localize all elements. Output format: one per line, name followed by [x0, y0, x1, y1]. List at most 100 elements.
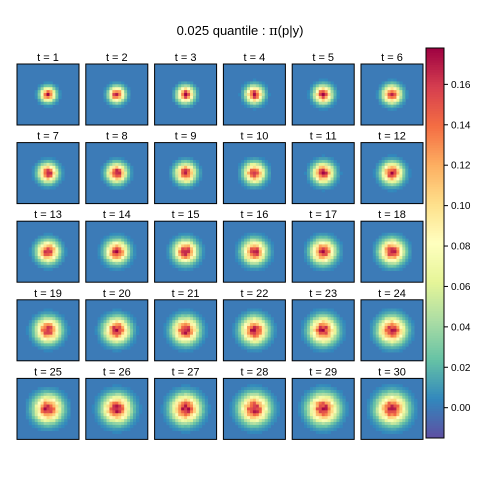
- heatmap-cell: [324, 238, 328, 242]
- heatmap-cell: [387, 427, 391, 432]
- heatmap-cell: [321, 101, 326, 106]
- heatmap-cell: [244, 325, 248, 330]
- heatmap-cell: [55, 264, 59, 269]
- heatmap-cell: [94, 416, 98, 420]
- heatmap-cell: [184, 162, 188, 167]
- heatmap-cell: [396, 238, 400, 242]
- heatmap-cell: [411, 410, 415, 414]
- heatmap-cell: [247, 90, 251, 94]
- heatmap-cell: [384, 168, 388, 172]
- heatmap-cell: [109, 395, 113, 400]
- panel-frame: [222, 142, 286, 205]
- heatmap-cell: [181, 81, 185, 85]
- heatmap-cell: [130, 325, 134, 330]
- heatmap-cell: [333, 410, 337, 414]
- heatmap-cell: [241, 238, 245, 242]
- heatmap-cell: [399, 258, 403, 263]
- colorbar-segment: [426, 264, 444, 268]
- heatmap-cell: [112, 416, 116, 420]
- heatmap-cell: [327, 162, 331, 167]
- heatmap-cell: [324, 331, 328, 335]
- heatmap-cell: [390, 183, 394, 187]
- heatmap-cell: [58, 323, 62, 327]
- heatmap-cell: [252, 334, 257, 338]
- heatmap-cell: [49, 320, 53, 324]
- heatmap-cell: [115, 398, 119, 402]
- heatmap-cell: [124, 183, 128, 187]
- heatmap-cell: [115, 387, 119, 391]
- heatmap-cell: [381, 168, 385, 172]
- heatmap-cell: [49, 392, 53, 397]
- heatmap-cell: [399, 177, 403, 181]
- heatmap-cell: [330, 264, 334, 269]
- heatmap-cell: [97, 317, 101, 321]
- heatmap-cell: [109, 90, 113, 94]
- heatmap-cell: [106, 340, 110, 344]
- heatmap-cell: [264, 314, 269, 318]
- heatmap-cell: [190, 95, 194, 100]
- heatmap-cell: [94, 325, 98, 330]
- heatmap-cell: [387, 410, 391, 414]
- panel-frame: [222, 377, 286, 440]
- heatmap-cell: [381, 390, 385, 394]
- heatmap-cell: [315, 104, 320, 108]
- heatmap-cell: [309, 250, 314, 254]
- heatmap-cell: [393, 325, 397, 330]
- heatmap-cell: [330, 180, 334, 184]
- heatmap-cell: [405, 337, 409, 341]
- heatmap-cell: [184, 395, 188, 400]
- heatmap-cell: [258, 320, 263, 324]
- heatmap-cell: [235, 323, 239, 327]
- heatmap-cell: [318, 346, 323, 350]
- heatmap-cell: [309, 424, 314, 429]
- heatmap-cell: [94, 413, 98, 417]
- heatmap-cell: [333, 334, 337, 338]
- heatmap-cell: [58, 258, 62, 263]
- heatmap-cell: [184, 171, 188, 175]
- heatmap-cell: [49, 81, 53, 85]
- heatmap-cell: [175, 419, 179, 423]
- heatmap-cell: [252, 95, 257, 100]
- heatmap-cell: [396, 256, 400, 260]
- heatmap-cell: [252, 317, 257, 321]
- heatmap-cell: [264, 241, 269, 245]
- heatmap-cell: [190, 419, 194, 423]
- panel-frame: [85, 220, 149, 283]
- heatmap-cell: [402, 165, 406, 170]
- colorbar-segment: [426, 245, 444, 249]
- heatmap-cell: [121, 250, 125, 254]
- heatmap-cell: [109, 404, 113, 408]
- heatmap-cell: [324, 311, 328, 315]
- heatmap-cell: [312, 180, 317, 184]
- heatmap-cell: [315, 349, 320, 353]
- heatmap-cell: [267, 395, 271, 400]
- panel-frame: [16, 299, 80, 362]
- heatmap-cell: [366, 407, 371, 411]
- heatmap-cell: [49, 171, 53, 175]
- heatmap-cell: [61, 343, 65, 347]
- heatmap-cell: [342, 331, 346, 335]
- heatmap-cell: [411, 325, 415, 330]
- heatmap-cell: [34, 401, 39, 405]
- heatmap-cell: [49, 387, 53, 391]
- heatmap-cell: [330, 331, 334, 335]
- heatmap-cell: [49, 162, 53, 167]
- heatmap-cell: [309, 392, 314, 397]
- heatmap-cell: [261, 165, 266, 170]
- heatmap-cell: [309, 247, 314, 251]
- heatmap-cell: [402, 323, 406, 327]
- heatmap-cell: [321, 174, 326, 178]
- heatmap-cell: [241, 171, 245, 175]
- heatmap-cell: [264, 264, 269, 269]
- heatmap-cell: [339, 253, 343, 257]
- heatmap-cell: [315, 340, 320, 344]
- heatmap-cell: [184, 267, 188, 271]
- heatmap-cell: [273, 334, 277, 338]
- heatmap-cell: [405, 244, 409, 248]
- heatmap-cell: [261, 183, 266, 187]
- heatmap-cell: [100, 392, 104, 397]
- heatmap-cell: [118, 258, 122, 263]
- heatmap-cell: [184, 93, 188, 97]
- heatmap-cell: [378, 253, 383, 257]
- heatmap-cell: [264, 165, 269, 170]
